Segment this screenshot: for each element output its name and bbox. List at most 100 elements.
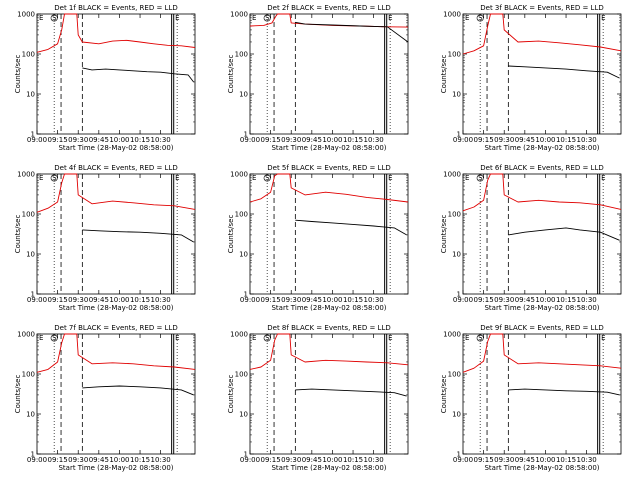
x-tick-label: 10:30: [151, 296, 171, 304]
x-tick-label: 09:00: [240, 136, 260, 144]
x-tick-label: 09:30: [68, 456, 88, 464]
y-tick-label: 1000: [443, 11, 461, 19]
annotation-circle: [476, 174, 484, 182]
y-tick-label: 1000: [443, 331, 461, 339]
plot-frame: [462, 173, 622, 295]
annotation-label: S: [52, 174, 57, 182]
x-tick-label: 09:15: [474, 296, 494, 304]
chart-title: Det 4f BLACK = Events, RED = LLD: [54, 164, 177, 172]
series-line: [462, 333, 622, 373]
annotation-label: E: [175, 174, 179, 182]
y-axis-label: Counts/sec: [440, 375, 448, 414]
annotation-label: S: [478, 14, 483, 22]
y-tick-label: 1000: [230, 331, 248, 339]
x-tick-label: 10:00: [109, 136, 129, 144]
x-tick-label: 10:15: [343, 296, 363, 304]
x-tick-label: 09:30: [281, 296, 301, 304]
chart-svg: Det 9f BLACK = Events, RED = LLD 1 10 100 10…: [440, 324, 622, 472]
y-axis-label: Counts/sec: [227, 55, 235, 94]
plot-frame: [36, 173, 196, 295]
annotation-label: S: [265, 174, 270, 182]
y-tick-label: 1000: [230, 171, 248, 179]
x-axis-label: Start Time (28-May-02 08:58:00): [58, 144, 173, 152]
y-tick-label: 10: [452, 411, 461, 419]
series-line: [508, 388, 620, 396]
x-tick-label: 10:15: [556, 136, 576, 144]
y-tick-label: 10: [26, 91, 35, 99]
series-line: [295, 21, 409, 43]
x-axis-label: Start Time (28-May-02 08:58:00): [484, 144, 599, 152]
y-tick-label: 1000: [17, 171, 35, 179]
y-tick-label: 10: [26, 411, 35, 419]
series-line: [36, 173, 196, 213]
chart-title: Det 1f BLACK = Events, RED = LLD: [54, 4, 177, 12]
annotation-label: E: [39, 334, 43, 342]
y-tick-label: 10: [239, 411, 248, 419]
annotation-label: E: [388, 174, 392, 182]
y-tick-label: 1000: [443, 171, 461, 179]
chart-panel: Det 3f BLACK = Events, RED = LLD 1 10 100 10…: [426, 0, 639, 160]
x-tick-label: 09:15: [48, 296, 68, 304]
x-tick-label: 10:00: [322, 136, 342, 144]
y-tick-label: 100: [235, 371, 248, 379]
y-axis-label: Counts/sec: [14, 215, 22, 254]
x-axis-label: Start Time (28-May-02 08:58:00): [58, 304, 173, 312]
y-tick-label: 100: [22, 371, 35, 379]
x-tick-label: 09:30: [281, 136, 301, 144]
y-tick-label: 1: [31, 131, 35, 139]
series-line: [295, 219, 407, 236]
plot-frame: [462, 333, 622, 455]
x-tick-label: 10:00: [109, 296, 129, 304]
x-tick-label: 10:00: [322, 296, 342, 304]
annotation-circle: [476, 14, 484, 22]
y-tick-label: 100: [448, 371, 461, 379]
chart-panel: Det 7f BLACK = Events, RED = LLD 1 10 100 10…: [0, 320, 213, 480]
annotation-label: S: [52, 334, 57, 342]
y-tick-label: 1: [244, 451, 248, 459]
y-tick-label: 1000: [17, 331, 35, 339]
annotation-circle: [476, 334, 484, 342]
y-axis-label: Counts/sec: [227, 215, 235, 254]
chart-panel: Det 8f BLACK = Events, RED = LLD 1 10 100 10…: [213, 320, 426, 480]
x-tick-label: 10:00: [535, 456, 555, 464]
x-tick-label: 10:00: [322, 456, 342, 464]
annotation-circle: [50, 174, 58, 182]
x-tick-label: 10:30: [151, 136, 171, 144]
x-tick-label: 09:45: [515, 456, 535, 464]
x-tick-label: 09:15: [474, 136, 494, 144]
annotation-circle: [263, 334, 271, 342]
chart-panel: Det 6f BLACK = Events, RED = LLD 1 10 100 10…: [426, 160, 639, 320]
annotation-label: S: [265, 334, 270, 342]
annotation-label: E: [465, 14, 469, 22]
x-tick-label: 09:00: [27, 456, 47, 464]
series-line: [82, 229, 194, 243]
y-tick-label: 1: [457, 131, 461, 139]
x-tick-label: 10:30: [151, 456, 171, 464]
x-tick-label: 10:00: [535, 136, 555, 144]
y-tick-label: 100: [235, 51, 248, 59]
x-tick-label: 10:15: [130, 456, 150, 464]
x-tick-label: 09:45: [302, 456, 322, 464]
series-line: [508, 227, 620, 241]
annotation-label: E: [388, 14, 392, 22]
series-line: [462, 173, 622, 212]
x-tick-label: 10:30: [577, 296, 597, 304]
annotation-label: E: [252, 14, 256, 22]
annotation-label: S: [52, 14, 57, 22]
x-tick-label: 09:30: [494, 296, 514, 304]
plot-frame: [36, 13, 196, 135]
plot-frame: [249, 333, 409, 455]
x-tick-label: 09:00: [453, 136, 473, 144]
chart-panel: Det 1f BLACK = Events, RED = LLD 1 10 100 10…: [0, 0, 213, 160]
x-tick-label: 09:45: [515, 136, 535, 144]
y-tick-label: 1: [244, 291, 248, 299]
x-tick-label: 10:15: [556, 296, 576, 304]
annotation-label: E: [601, 14, 605, 22]
x-tick-label: 09:00: [240, 456, 260, 464]
chart-panel: Det 4f BLACK = Events, RED = LLD 1 10 100 10…: [0, 160, 213, 320]
series-line: [295, 388, 407, 397]
chart-svg: Det 5f BLACK = Events, RED = LLD 1 10 100 10…: [227, 164, 409, 312]
x-tick-label: 10:15: [130, 136, 150, 144]
chart-title: Det 9f BLACK = Events, RED = LLD: [480, 324, 603, 332]
annotation-label: E: [465, 174, 469, 182]
